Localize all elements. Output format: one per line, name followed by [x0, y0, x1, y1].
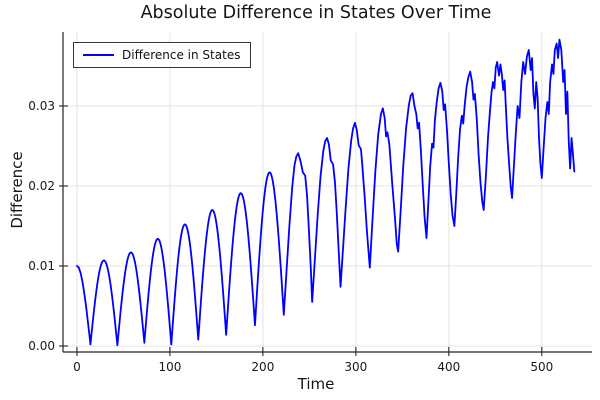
difference-series-line — [76, 38, 576, 347]
y-tick-label: 0.03 — [28, 99, 55, 113]
legend-label: Difference in States — [122, 48, 241, 62]
x-tick-label: 500 — [530, 360, 553, 374]
x-tick-label: 400 — [437, 360, 460, 374]
x-axis-label: Time — [297, 375, 335, 393]
legend: Difference in States — [73, 42, 252, 68]
y-tick-label: 0.02 — [28, 179, 55, 193]
y-tick-labels: 0.00 0.01 0.02 0.03 — [28, 99, 55, 353]
x-tick-label: 300 — [344, 360, 367, 374]
y-axis-label: Difference — [8, 151, 26, 229]
chart-title: Absolute Difference in States Over Time — [140, 3, 492, 23]
legend-line-sample — [83, 54, 114, 56]
x-tick-label: 200 — [251, 360, 274, 374]
x-tick-label: 0 — [73, 360, 81, 374]
y-tick-label: 0.00 — [28, 339, 55, 353]
grid-lines — [63, 32, 592, 352]
x-tick-label: 100 — [158, 360, 181, 374]
axis-spines — [62, 32, 592, 353]
y-tick-label: 0.01 — [28, 259, 55, 273]
tick-marks — [59, 105, 543, 356]
x-tick-labels: 0 100 200 300 400 500 — [73, 360, 553, 374]
